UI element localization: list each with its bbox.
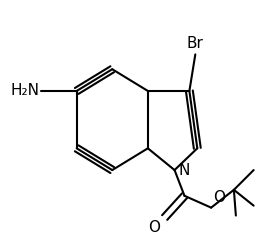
Text: N: N	[178, 163, 190, 178]
Text: Br: Br	[187, 36, 204, 51]
Text: H₂N: H₂N	[10, 84, 39, 99]
Text: O: O	[213, 190, 225, 205]
Text: O: O	[148, 219, 160, 234]
